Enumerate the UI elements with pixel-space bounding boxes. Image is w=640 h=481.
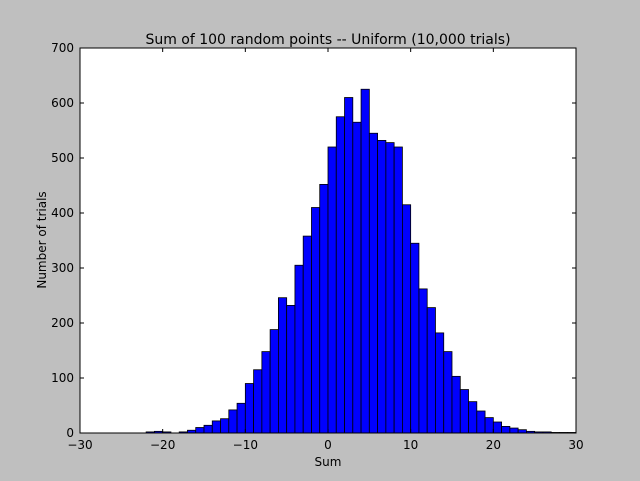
histogram-bar [335, 116, 345, 434]
histogram-bar [253, 369, 263, 434]
histogram-bar [468, 401, 478, 434]
histogram-bar [410, 242, 420, 434]
histogram-bar [311, 207, 321, 434]
x-axis-label: Sum [315, 455, 342, 469]
y-axis-label: Number of trials [35, 191, 49, 288]
histogram-bar [211, 420, 221, 434]
y-tick-label: 100 [51, 371, 74, 385]
x-tick-label: 20 [486, 438, 501, 452]
histogram-bar [344, 97, 354, 434]
histogram-bar [393, 146, 403, 434]
histogram-bar [269, 329, 279, 434]
y-tick-label: 200 [51, 316, 74, 330]
x-tick-label: 10 [403, 438, 418, 452]
y-tick-label: 400 [51, 206, 74, 220]
histogram-bar [377, 139, 387, 434]
histogram-bar [220, 418, 230, 434]
histogram-bar [319, 183, 329, 434]
histogram-bar [228, 409, 238, 434]
histogram-bar [426, 307, 436, 434]
histogram-bar [476, 410, 486, 434]
histogram-bar [286, 304, 296, 434]
histogram-bar [501, 425, 511, 434]
histogram-bar [368, 132, 379, 434]
x-tick-label: −20 [150, 438, 175, 452]
x-axis-ticks: −30 −20 −10 0 10 20 30 [67, 48, 584, 452]
histogram-bar [435, 332, 445, 434]
histogram-bar [327, 146, 337, 434]
histogram-bar [261, 351, 271, 434]
histogram-bar [509, 427, 519, 434]
x-tick-label: −10 [233, 438, 258, 452]
histogram-bar [236, 402, 246, 434]
histogram-bar [418, 288, 428, 434]
histogram-bar [484, 417, 494, 434]
histogram-bar [203, 424, 213, 434]
histogram-bar [443, 351, 453, 434]
histogram-bar [277, 297, 288, 434]
y-tick-label: 700 [51, 41, 74, 55]
histogram-bar [385, 142, 395, 434]
histogram-bar [360, 88, 370, 434]
histogram-bar [401, 204, 412, 434]
x-tick-label: 30 [568, 438, 583, 452]
y-tick-label: 500 [51, 151, 74, 165]
y-tick-label: 600 [51, 96, 74, 110]
x-tick-label: 0 [324, 438, 332, 452]
x-tick-label: −30 [67, 438, 92, 452]
histogram-bar [352, 121, 362, 434]
histogram-bar [294, 264, 304, 434]
chart-title: Sum of 100 random points -- Uniform (10,… [145, 32, 510, 48]
histogram-bar [302, 235, 312, 434]
histogram-bar [244, 383, 254, 434]
histogram-bar [492, 421, 503, 434]
y-axis-ticks: 0 100 200 300 400 500 600 700 [51, 41, 576, 440]
histogram-bar [451, 375, 461, 434]
y-tick-label: 0 [66, 426, 74, 440]
histogram-bar [195, 427, 205, 434]
histogram-bar [459, 389, 469, 434]
y-tick-label: 300 [51, 261, 74, 275]
